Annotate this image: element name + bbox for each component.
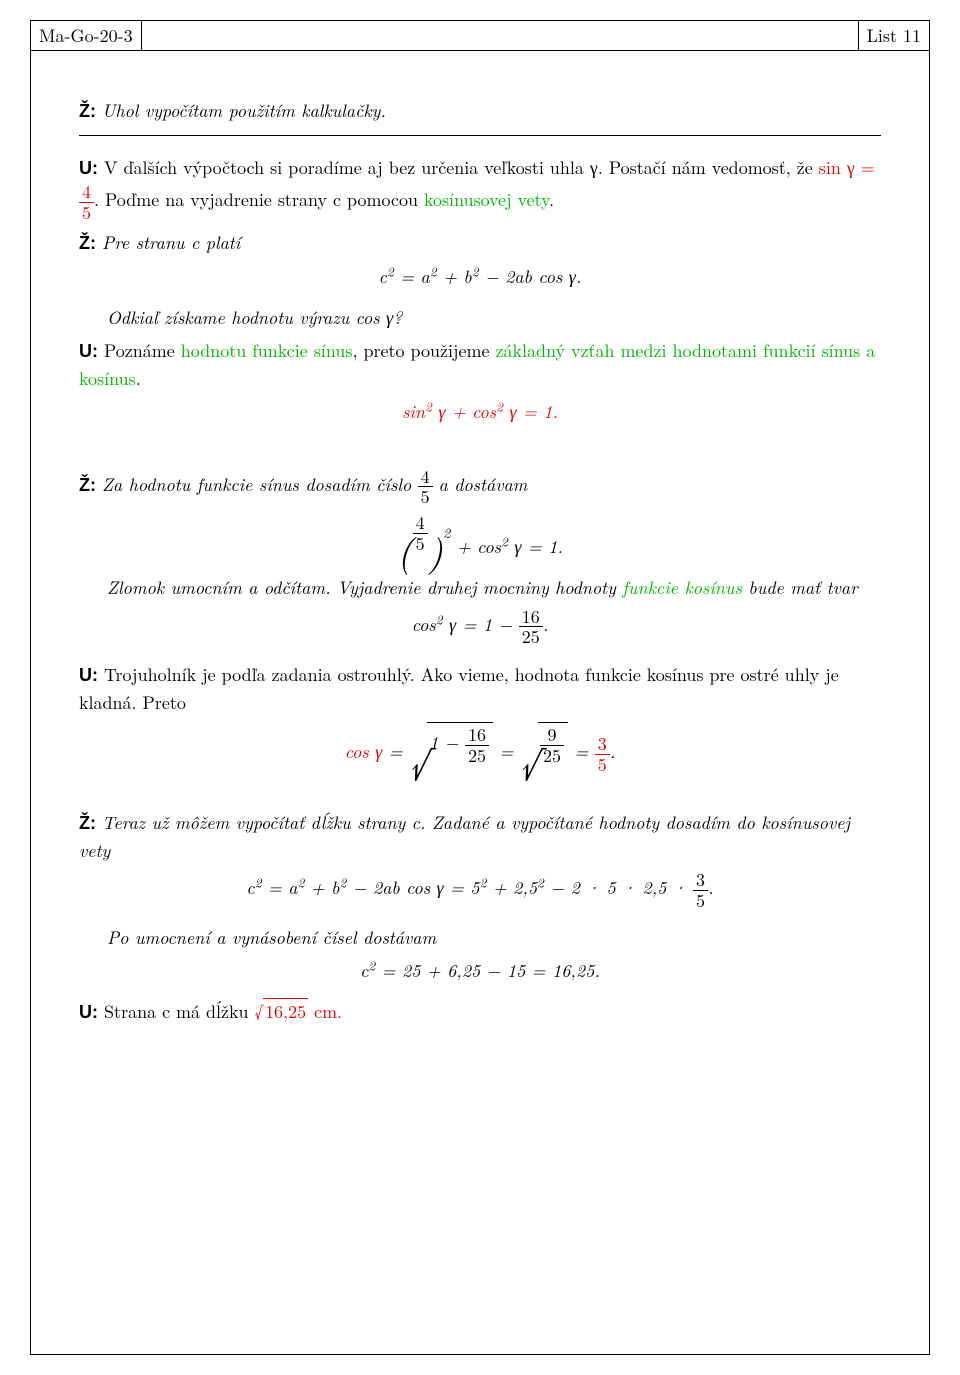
- eq1: c2 = a2 + b2 − 2ab cos γ.: [79, 263, 881, 290]
- z1-text: Uhol vypočítam použitím kalkulačky.: [102, 98, 386, 123]
- u1-frac-den: 5: [79, 203, 94, 223]
- eq7: c2 = 25 + 6,25 − 15 = 16,25.: [79, 957, 881, 984]
- eq5-period: .: [610, 739, 616, 764]
- turn-u3: U: Trojuholník je podľa zadania ostrouhl…: [79, 661, 881, 716]
- eq2: sin2 γ + cos2 γ = 1.: [79, 398, 881, 425]
- z3-b: a dostávam: [439, 472, 528, 497]
- eq4-den: 25: [519, 627, 543, 647]
- eq7-rest: = 25 + 6,25 − 15 = 16,25.: [375, 958, 600, 983]
- eq7-text: c2: [360, 958, 375, 983]
- u1-b: . Poďme na vyjadrenie strany c pomocou: [94, 187, 424, 212]
- eq3: (45)2 + cos2 γ = 1.: [79, 513, 881, 559]
- eq2-text: sin2 γ + cos2 γ = 1.: [402, 399, 558, 424]
- eq6-rest: = 52 + 2,52 − 2 · 5 · 2,5 ·: [444, 875, 693, 900]
- u4-a: Strana c má dĺžku: [104, 999, 255, 1024]
- z2-b: Odkiaľ získame hodnotu výrazu cos γ?: [107, 304, 881, 331]
- eq6-period: .: [708, 875, 714, 900]
- header-left: Ma-Go-20-3: [31, 21, 142, 50]
- u1-sin-text: sin γ =: [819, 155, 875, 180]
- turn-z4: Ž: Teraz už môžem vypočítať dĺžku strany…: [79, 809, 881, 864]
- eq6-den: 5: [693, 891, 708, 911]
- turn-z2: Ž: Pre stranu c platí: [79, 229, 881, 257]
- speaker-u: U:: [79, 158, 98, 178]
- u2-a: Poznáme: [104, 338, 181, 363]
- z4-b: Po umocnení a vynásobení čísel dostávam: [107, 924, 881, 951]
- speaker-u4: U:: [79, 1002, 98, 1022]
- header-row: Ma-Go-20-3 List 11: [31, 21, 929, 51]
- eq5-r3-den: 5: [595, 755, 610, 775]
- content: Ž: Uhol vypočítam použitím kalkulačky. U…: [31, 51, 929, 1052]
- eq6: c2 = a2 + b2 − 2ab cos γ = 52 + 2,52 − 2…: [79, 870, 881, 911]
- z2-a: Pre stranu c platí: [102, 230, 240, 255]
- u4-sqrt: √16,25: [255, 998, 309, 1024]
- u3-a: Trojuholník je podľa zadania ostrouhlý. …: [79, 662, 839, 715]
- u1-period: .: [549, 187, 554, 212]
- eq3-den: 5: [413, 534, 428, 554]
- z3-c: Zlomok umocním a odčítam. Vyjadrenie dru…: [107, 575, 622, 600]
- turn-z3: Ž: Za hodnotu funkcie sínus dosadím čísl…: [79, 467, 881, 508]
- page: Ma-Go-20-3 List 11 Ž: Uhol vypočítam pou…: [0, 0, 960, 1375]
- u2-g1: hodnotu funkcie sínus: [181, 338, 353, 363]
- speaker-z: Ž:: [79, 101, 96, 121]
- z3-d: bude mať tvar: [742, 575, 858, 600]
- speaker-z2: Ž:: [79, 233, 96, 253]
- speaker-z3: Ž:: [79, 475, 96, 495]
- z4-a: Teraz už môžem vypočítať dĺžku strany c.…: [79, 810, 850, 863]
- turn-u4: U: Strana c má dĺžku √16,25 cm.: [79, 998, 881, 1026]
- u4-sqrt-val: 16,25: [263, 998, 308, 1024]
- eq5-sqrt1: 1 − 1625: [427, 722, 493, 766]
- eq6-gamma: γ: [430, 875, 444, 900]
- u1-a: V ďalších výpočtoch si poradíme aj bez u…: [104, 155, 819, 180]
- gap1: [79, 439, 881, 461]
- eq3-rest: + cos2 γ = 1.: [457, 534, 563, 559]
- u4-b: cm.: [308, 999, 342, 1024]
- eq3-lparen: (: [397, 523, 412, 577]
- turn-z1: Ž: Uhol vypočítam použitím kalkulačky.: [79, 97, 881, 125]
- eq5-sqrt2: 925: [538, 722, 568, 766]
- eq1-gamma: γ.: [562, 264, 581, 289]
- eq6-cos: cos: [406, 875, 430, 900]
- eq1-cos: cos: [538, 264, 562, 289]
- eq5-sqrt2-sym: √: [520, 733, 538, 789]
- u2-period: .: [136, 366, 141, 391]
- eq5-sqrt1-sym: √: [409, 733, 427, 789]
- header-right: List 11: [858, 21, 929, 50]
- eq3-rparen: ): [428, 523, 443, 577]
- eq5-lhs: cos γ: [345, 739, 382, 764]
- eq4: cos2 γ = 1 − 1625.: [79, 607, 881, 648]
- eq5-eq3: =: [574, 739, 594, 764]
- page-border: Ma-Go-20-3 List 11 Ž: Uhol vypočítam pou…: [30, 20, 930, 1355]
- speaker-u3: U:: [79, 665, 98, 685]
- eq5-r2-den: 25: [540, 746, 564, 766]
- z2-b-text: Odkiaľ získame hodnotu výrazu cos γ?: [107, 305, 402, 330]
- u2-b: , preto použijeme: [352, 338, 495, 363]
- eq5: cos γ = √1 − 1625 = √925 = 35.: [79, 722, 881, 775]
- z3-a: Za hodnotu funkcie sínus dosadím číslo: [102, 472, 418, 497]
- eq4-period: .: [543, 612, 549, 637]
- eq6-a: c2 = a2 + b2 − 2ab: [246, 875, 406, 900]
- turn-u2: U: Poznáme hodnotu funkcie sínus, preto …: [79, 337, 881, 392]
- z3-den: 5: [418, 487, 433, 507]
- eq1-text: c2 = a2 + b2 − 2ab: [379, 264, 539, 289]
- u1-green: kosínusovej vety: [424, 187, 549, 212]
- eq5-eq1: =: [389, 739, 409, 764]
- eq5-eq2: =: [500, 739, 520, 764]
- eq5-r1-den: 25: [465, 746, 489, 766]
- speaker-z4: Ž:: [79, 813, 96, 833]
- gap2: [79, 789, 881, 803]
- turn-u1: U: V ďalších výpočtoch si poradíme aj be…: [79, 154, 881, 223]
- z3-green: funkcie kosínus: [622, 575, 742, 600]
- speaker-u2: U:: [79, 341, 98, 361]
- header-spacer: [142, 21, 858, 50]
- separator: [79, 135, 881, 136]
- eq4-lhs: cos2 γ = 1 −: [412, 612, 519, 637]
- z3-c-wrap: Zlomok umocním a odčítam. Vyjadrenie dru…: [107, 574, 881, 601]
